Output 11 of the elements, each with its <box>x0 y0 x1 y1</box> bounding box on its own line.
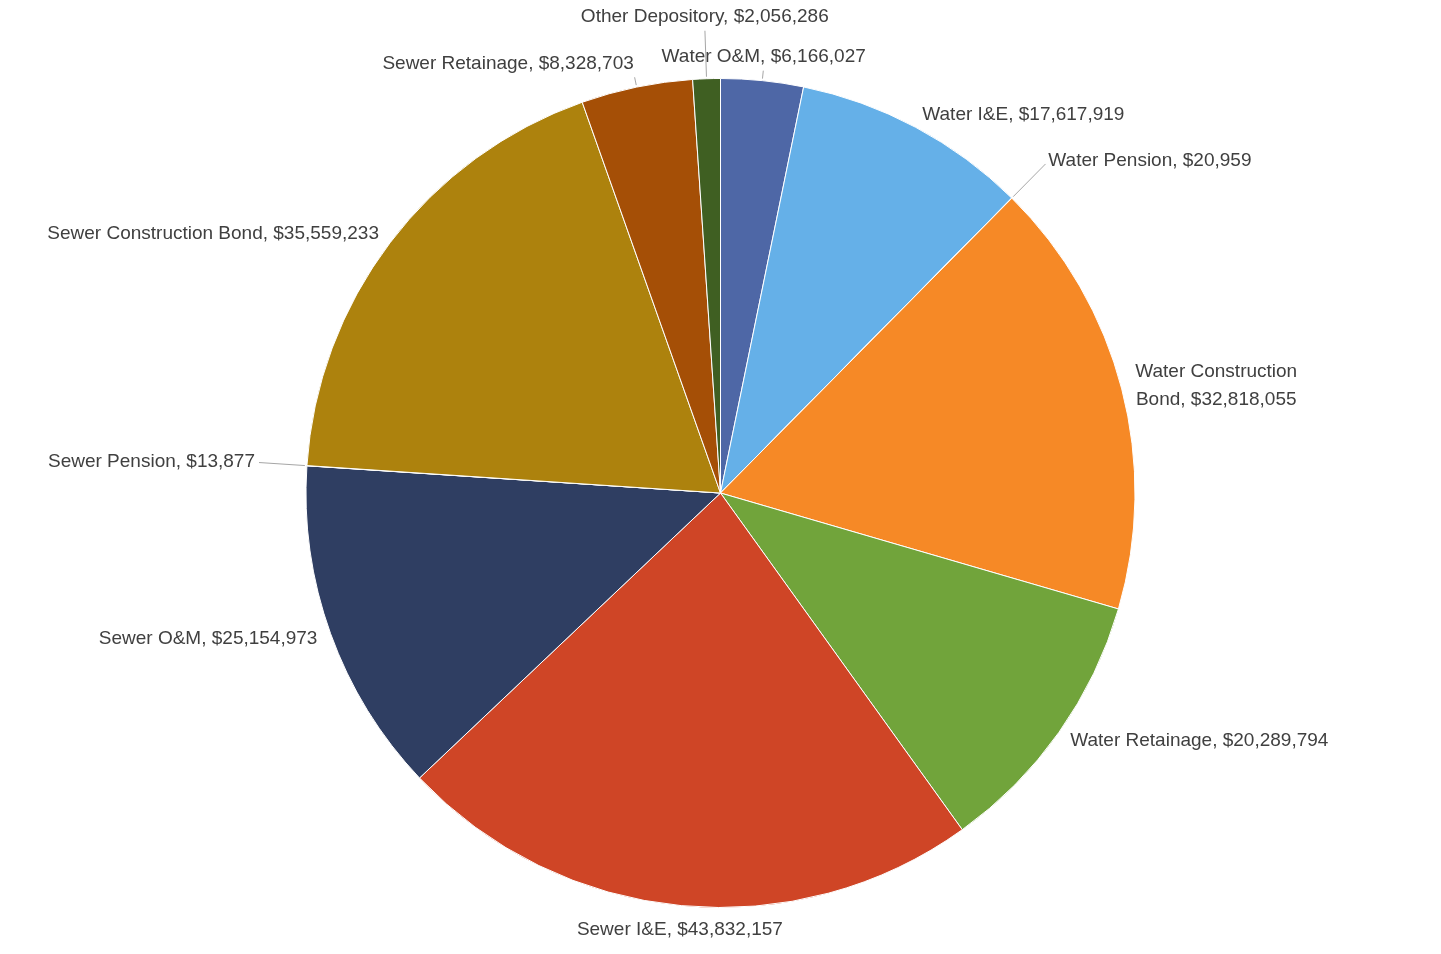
slice-label: Water Retainage, $20,289,794 <box>1070 728 1329 750</box>
slice-label: Water I&E, $17,617,919 <box>922 103 1125 125</box>
slice-label: Sewer I&E, $43,832,157 <box>576 917 783 939</box>
slice-label: Sewer Construction Bond, $35,559,233 <box>47 222 379 244</box>
slice-label: Water Pension, $20,959 <box>1048 149 1252 171</box>
slice-label: Sewer Pension, $13,877 <box>47 450 256 472</box>
slice-label: Sewer O&M, $25,154,973 <box>98 626 318 648</box>
slice-label: Other Depository, $2,056,286 <box>580 5 829 26</box>
slice-label: Water O&M, $6,166,027 <box>661 44 866 66</box>
slice-label: Water Construction Bond, $32,818,055 <box>1135 359 1298 409</box>
slice-label: Sewer Retainage, $8,328,703 <box>382 51 634 73</box>
